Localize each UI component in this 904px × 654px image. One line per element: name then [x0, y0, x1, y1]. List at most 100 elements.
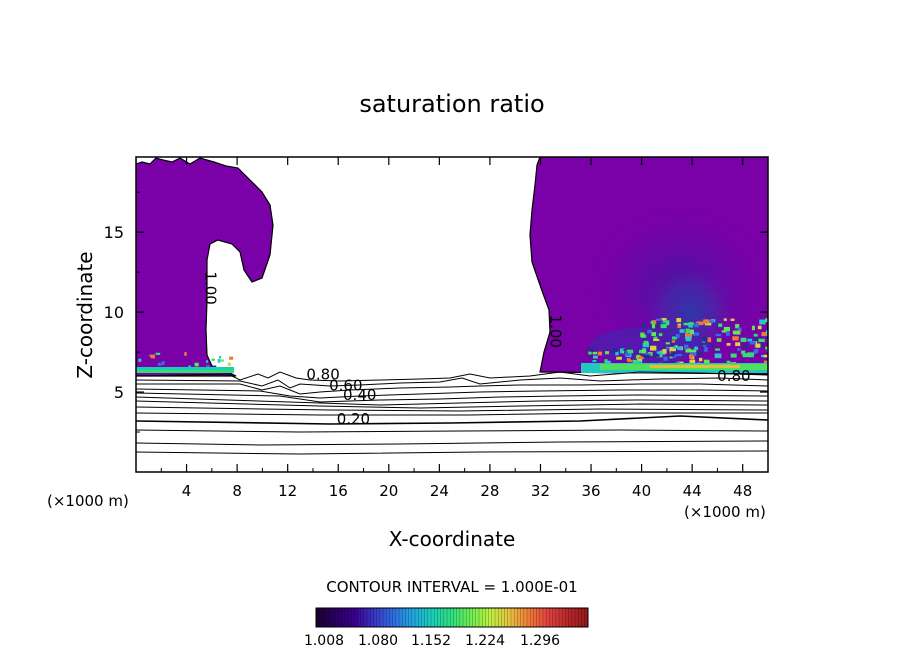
- contour-interval-text: CONTOUR INTERVAL = 1.000E-01: [326, 578, 577, 596]
- speckle: [751, 325, 755, 331]
- speckle: [677, 323, 681, 327]
- speckle: [637, 358, 643, 363]
- speckle: [220, 359, 224, 362]
- speckle: [641, 323, 647, 328]
- speckle: [715, 333, 722, 337]
- speckle: [138, 358, 142, 362]
- x-tick-label: 48: [733, 482, 752, 500]
- y-tick-label: 15: [104, 223, 124, 242]
- speckle: [765, 318, 768, 323]
- speckle: [658, 333, 663, 337]
- speckle: [669, 343, 675, 346]
- speckle: [723, 318, 727, 321]
- contour-lines: [136, 371, 768, 455]
- speckle: [684, 344, 689, 350]
- speckle: [645, 353, 651, 356]
- speckle: [704, 347, 708, 352]
- y-axis-label: Z-coordinate: [73, 251, 97, 378]
- speckle: [643, 354, 650, 358]
- speckle: [676, 318, 682, 323]
- speckle: [677, 325, 681, 329]
- speckle: [619, 349, 624, 354]
- speckle: [685, 328, 690, 333]
- speckle: [698, 357, 703, 362]
- speckle: [718, 323, 723, 327]
- speckle: [683, 322, 690, 326]
- speckle: [155, 352, 161, 355]
- speckle: [585, 348, 592, 351]
- speckle: [604, 359, 608, 363]
- speckle: [651, 332, 657, 337]
- speckle: [730, 353, 737, 358]
- speckle: [605, 351, 610, 355]
- speckle: [716, 338, 722, 342]
- speckle: [690, 352, 697, 357]
- speckle: [662, 349, 667, 354]
- speckle: [184, 352, 187, 356]
- speckle: [709, 320, 715, 323]
- speckle: [726, 360, 731, 366]
- speckle: [161, 361, 165, 366]
- speckle: [702, 336, 708, 342]
- speckle: [627, 349, 634, 354]
- speckle: [590, 348, 594, 352]
- x-unit-right: (×1000 m): [684, 503, 766, 521]
- x-unit-left: (×1000 m): [47, 492, 129, 510]
- colorbar-tick-label: 1.152: [411, 633, 451, 649]
- x-tick-label: 44: [683, 482, 702, 500]
- speckle: [671, 340, 676, 343]
- speckle: [229, 356, 234, 360]
- contour-label: 1.00: [547, 315, 565, 348]
- speckle: [641, 349, 647, 354]
- speckle: [747, 338, 753, 342]
- speckle: [611, 348, 618, 353]
- speckle: [757, 325, 762, 330]
- speckle: [661, 318, 667, 321]
- x-tick-label: 28: [480, 482, 499, 500]
- speckle: [672, 336, 678, 340]
- speckle: [650, 345, 657, 351]
- speckle: [746, 352, 753, 357]
- contour-label: 0.80: [306, 365, 339, 383]
- speckle: [688, 324, 693, 328]
- speckle: [657, 323, 664, 328]
- speckle: [690, 349, 697, 353]
- speckle: [685, 336, 692, 342]
- speckle: [620, 348, 625, 351]
- speckle: [206, 364, 210, 368]
- speckle: [692, 332, 700, 336]
- speckle: [638, 360, 642, 364]
- speckle: [217, 359, 221, 363]
- speckle: [694, 346, 699, 350]
- speckle: [632, 359, 639, 364]
- speckle: [588, 351, 592, 355]
- speckle: [735, 324, 740, 329]
- speckle: [615, 351, 619, 356]
- speckle: [696, 321, 704, 326]
- speckle: [697, 351, 703, 357]
- speckle: [763, 354, 768, 358]
- speckle: [219, 355, 222, 359]
- speckle: [721, 330, 727, 333]
- speckle: [652, 353, 660, 358]
- speckle: [703, 319, 709, 324]
- y-tick-label: 10: [104, 303, 124, 322]
- speckle: [700, 342, 707, 345]
- speckle: [761, 354, 766, 358]
- speckle: [740, 337, 747, 343]
- speckle: [638, 356, 645, 360]
- speckle: [592, 360, 597, 363]
- speckle: [665, 342, 670, 345]
- speckle: [759, 319, 766, 325]
- speckle: [666, 346, 670, 350]
- speckle: [660, 324, 667, 329]
- colorbar-ticks: 1.008 1.080 1.152 1.224 1.296: [304, 633, 560, 649]
- speckle: [672, 346, 677, 349]
- speckle: [693, 323, 699, 328]
- speckle: [744, 343, 749, 349]
- speckle: [655, 318, 663, 321]
- speckle: [657, 351, 663, 357]
- speckle: [715, 348, 721, 351]
- speckle: [647, 329, 653, 334]
- speckle: [679, 329, 685, 333]
